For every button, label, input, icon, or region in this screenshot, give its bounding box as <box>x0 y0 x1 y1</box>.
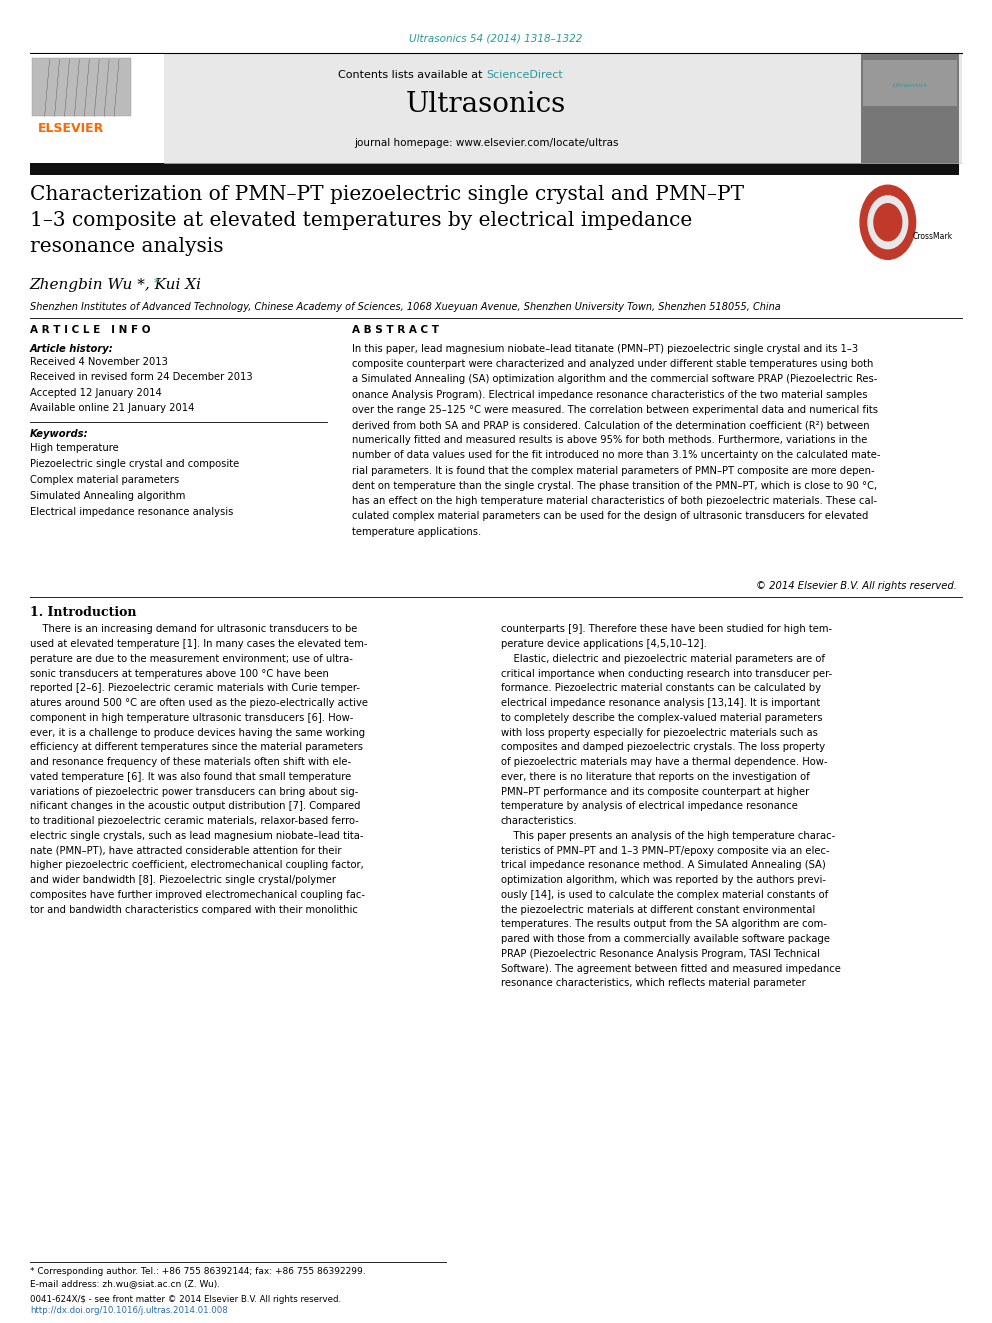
Text: CrossMark: CrossMark <box>913 233 952 241</box>
Text: sonic transducers at temperatures above 100 °C have been: sonic transducers at temperatures above … <box>30 668 328 679</box>
Text: PRAP (Piezoelectric Resonance Analysis Program, TASI Technical: PRAP (Piezoelectric Resonance Analysis P… <box>501 949 820 959</box>
Text: 1. Introduction: 1. Introduction <box>30 606 136 619</box>
Text: Article history:: Article history: <box>30 344 113 355</box>
Text: atures around 500 °C are often used as the piezo-electrically active: atures around 500 °C are often used as t… <box>30 699 368 708</box>
FancyBboxPatch shape <box>30 54 962 163</box>
FancyBboxPatch shape <box>32 58 131 116</box>
Text: Received 4 November 2013: Received 4 November 2013 <box>30 357 168 368</box>
Text: electrical impedance resonance analysis [13,14]. It is important: electrical impedance resonance analysis … <box>501 699 820 708</box>
Text: nificant changes in the acoustic output distribution [7]. Compared: nificant changes in the acoustic output … <box>30 802 360 811</box>
Text: Shenzhen Institutes of Advanced Technology, Chinese Academy of Sciences, 1068 Xu: Shenzhen Institutes of Advanced Technolo… <box>30 302 781 312</box>
Text: over the range 25–125 °C were measured. The correlation between experimental dat: over the range 25–125 °C were measured. … <box>352 405 878 415</box>
Text: Keywords:: Keywords: <box>30 429 88 439</box>
Text: Simulated Annealing algorithm: Simulated Annealing algorithm <box>30 491 186 501</box>
Text: numerically fitted and measured results is above 95% for both methods. Furthermo: numerically fitted and measured results … <box>352 435 868 446</box>
Text: ELSEVIER: ELSEVIER <box>38 122 104 135</box>
Text: number of data values used for the fit introduced no more than 3.1% uncertainty : number of data values used for the fit i… <box>352 450 881 460</box>
Text: Characterization of PMN–PT piezoelectric single crystal and PMN–PT
1–3 composite: Characterization of PMN–PT piezoelectric… <box>30 185 744 255</box>
Text: higher piezoelectric coefficient, electromechanical coupling factor,: higher piezoelectric coefficient, electr… <box>30 860 363 871</box>
Text: composite counterpart were characterized and analyzed under different stable tem: composite counterpart were characterized… <box>352 359 874 369</box>
Text: to traditional piezoelectric ceramic materials, relaxor-based ferro-: to traditional piezoelectric ceramic mat… <box>30 816 358 827</box>
Text: optimization algorithm, which was reported by the authors previ-: optimization algorithm, which was report… <box>501 876 826 885</box>
Text: Complex material parameters: Complex material parameters <box>30 475 179 486</box>
Text: counterparts [9]. Therefore these have been studied for high tem-: counterparts [9]. Therefore these have b… <box>501 624 832 635</box>
Text: journal homepage: www.elsevier.com/locate/ultras: journal homepage: www.elsevier.com/locat… <box>354 138 618 148</box>
Text: A R T I C L E   I N F O: A R T I C L E I N F O <box>30 325 150 336</box>
Text: Available online 21 January 2014: Available online 21 January 2014 <box>30 402 194 413</box>
Text: to completely describe the complex-valued material parameters: to completely describe the complex-value… <box>501 713 822 722</box>
Text: Accepted 12 January 2014: Accepted 12 January 2014 <box>30 388 162 398</box>
Text: and resonance frequency of these materials often shift with ele-: and resonance frequency of these materia… <box>30 757 351 767</box>
Text: * Corresponding author. Tel.: +86 755 86392144; fax: +86 755 86392299.: * Corresponding author. Tel.: +86 755 86… <box>30 1267 365 1277</box>
FancyBboxPatch shape <box>30 54 164 163</box>
Text: ever, it is a challenge to produce devices having the same working: ever, it is a challenge to produce devic… <box>30 728 365 738</box>
Text: of piezoelectric materials may have a thermal dependence. How-: of piezoelectric materials may have a th… <box>501 757 827 767</box>
Text: onance Analysis Program). Electrical impedance resonance characteristics of the : onance Analysis Program). Electrical imp… <box>352 389 868 400</box>
Text: trical impedance resonance method. A Simulated Annealing (SA): trical impedance resonance method. A Sim… <box>501 860 825 871</box>
Text: http://dx.doi.org/10.1016/j.ultras.2014.01.008: http://dx.doi.org/10.1016/j.ultras.2014.… <box>30 1306 227 1315</box>
Text: electric single crystals, such as lead magnesium niobate–lead tita-: electric single crystals, such as lead m… <box>30 831 363 841</box>
Text: the piezoelectric materials at different constant environmental: the piezoelectric materials at different… <box>501 905 815 914</box>
Text: dent on temperature than the single crystal. The phase transition of the PMN–PT,: dent on temperature than the single crys… <box>352 482 877 491</box>
Text: composites and damped piezoelectric crystals. The loss property: composites and damped piezoelectric crys… <box>501 742 825 753</box>
Circle shape <box>860 185 916 259</box>
FancyBboxPatch shape <box>30 163 959 175</box>
Text: teristics of PMN–PT and 1–3 PMN–PT/epoxy composite via an elec-: teristics of PMN–PT and 1–3 PMN–PT/epoxy… <box>501 845 829 856</box>
Circle shape <box>874 204 902 241</box>
FancyBboxPatch shape <box>863 60 957 106</box>
Text: critical importance when conducting research into transducer per-: critical importance when conducting rese… <box>501 668 832 679</box>
Text: has an effect on the high temperature material characteristics of both piezoelec: has an effect on the high temperature ma… <box>352 496 877 507</box>
Text: Elastic, dielectric and piezoelectric material parameters are of: Elastic, dielectric and piezoelectric ma… <box>501 654 825 664</box>
Text: ever, there is no literature that reports on the investigation of: ever, there is no literature that report… <box>501 771 809 782</box>
Text: Ultrasonics: Ultrasonics <box>892 83 928 89</box>
Text: temperature applications.: temperature applications. <box>352 527 481 537</box>
Text: component in high temperature ultrasonic transducers [6]. How-: component in high temperature ultrasonic… <box>30 713 353 722</box>
Text: Zhengbin Wu *, Kui Xi: Zhengbin Wu *, Kui Xi <box>30 278 201 292</box>
Text: characteristics.: characteristics. <box>501 816 577 827</box>
Text: vated temperature [6]. It was also found that small temperature: vated temperature [6]. It was also found… <box>30 771 351 782</box>
Text: temperatures. The results output from the SA algorithm are com-: temperatures. The results output from th… <box>501 919 827 930</box>
Text: variations of piezoelectric power transducers can bring about sig-: variations of piezoelectric power transd… <box>30 787 358 796</box>
Text: *: * <box>154 278 160 288</box>
Text: Electrical impedance resonance analysis: Electrical impedance resonance analysis <box>30 507 233 517</box>
Text: © 2014 Elsevier B.V. All rights reserved.: © 2014 Elsevier B.V. All rights reserved… <box>757 581 957 591</box>
Text: perature are due to the measurement environment; use of ultra-: perature are due to the measurement envi… <box>30 654 352 664</box>
Text: 0041-624X/$ - see front matter © 2014 Elsevier B.V. All rights reserved.: 0041-624X/$ - see front matter © 2014 El… <box>30 1295 341 1304</box>
Text: culated complex material parameters can be used for the design of ultrasonic tra: culated complex material parameters can … <box>352 512 869 521</box>
Text: ScienceDirect: ScienceDirect <box>486 70 562 81</box>
Text: PMN–PT performance and its composite counterpart at higher: PMN–PT performance and its composite cou… <box>501 787 809 796</box>
Text: There is an increasing demand for ultrasonic transducers to be: There is an increasing demand for ultras… <box>30 624 357 635</box>
Text: a Simulated Annealing (SA) optimization algorithm and the commercial software PR: a Simulated Annealing (SA) optimization … <box>352 374 878 385</box>
Text: resonance characteristics, which reflects material parameter: resonance characteristics, which reflect… <box>501 979 806 988</box>
Text: Software). The agreement between fitted and measured impedance: Software). The agreement between fitted … <box>501 963 841 974</box>
Text: In this paper, lead magnesium niobate–lead titanate (PMN–PT) piezoelectric singl: In this paper, lead magnesium niobate–le… <box>352 344 858 355</box>
Text: efficiency at different temperatures since the material parameters: efficiency at different temperatures sin… <box>30 742 363 753</box>
Text: Received in revised form 24 December 2013: Received in revised form 24 December 201… <box>30 373 252 382</box>
FancyBboxPatch shape <box>861 54 959 163</box>
Text: ously [14], is used to calculate the complex material constants of: ously [14], is used to calculate the com… <box>501 890 828 900</box>
Text: Piezoelectric single crystal and composite: Piezoelectric single crystal and composi… <box>30 459 239 470</box>
Text: formance. Piezoelectric material constants can be calculated by: formance. Piezoelectric material constan… <box>501 684 821 693</box>
Text: rial parameters. It is found that the complex material parameters of PMN–PT comp: rial parameters. It is found that the co… <box>352 466 875 476</box>
Text: A B S T R A C T: A B S T R A C T <box>352 325 439 336</box>
Text: reported [2–6]. Piezoelectric ceramic materials with Curie temper-: reported [2–6]. Piezoelectric ceramic ma… <box>30 684 360 693</box>
Text: derived from both SA and PRAP is considered. Calculation of the determination co: derived from both SA and PRAP is conside… <box>352 421 870 430</box>
Text: Contents lists available at: Contents lists available at <box>338 70 486 81</box>
Text: perature device applications [4,5,10–12].: perature device applications [4,5,10–12]… <box>501 639 707 650</box>
Text: E-mail address: zh.wu@siat.ac.cn (Z. Wu).: E-mail address: zh.wu@siat.ac.cn (Z. Wu)… <box>30 1279 220 1289</box>
Text: Ultrasonics 54 (2014) 1318–1322: Ultrasonics 54 (2014) 1318–1322 <box>410 33 582 44</box>
Text: composites have further improved electromechanical coupling fac-: composites have further improved electro… <box>30 890 365 900</box>
Text: pared with those from a commercially available software package: pared with those from a commercially ava… <box>501 934 830 945</box>
Text: temperature by analysis of electrical impedance resonance: temperature by analysis of electrical im… <box>501 802 798 811</box>
Text: This paper presents an analysis of the high temperature charac-: This paper presents an analysis of the h… <box>501 831 835 841</box>
Text: Ultrasonics: Ultrasonics <box>406 91 566 118</box>
Text: and wider bandwidth [8]. Piezoelectric single crystal/polymer: and wider bandwidth [8]. Piezoelectric s… <box>30 876 335 885</box>
Text: High temperature: High temperature <box>30 443 118 454</box>
Circle shape <box>868 196 908 249</box>
Text: used at elevated temperature [1]. In many cases the elevated tem-: used at elevated temperature [1]. In man… <box>30 639 367 650</box>
Text: nate (PMN–PT), have attracted considerable attention for their: nate (PMN–PT), have attracted considerab… <box>30 845 341 856</box>
Text: with loss property especially for piezoelectric materials such as: with loss property especially for piezoe… <box>501 728 817 738</box>
Text: tor and bandwidth characteristics compared with their monolithic: tor and bandwidth characteristics compar… <box>30 905 358 914</box>
